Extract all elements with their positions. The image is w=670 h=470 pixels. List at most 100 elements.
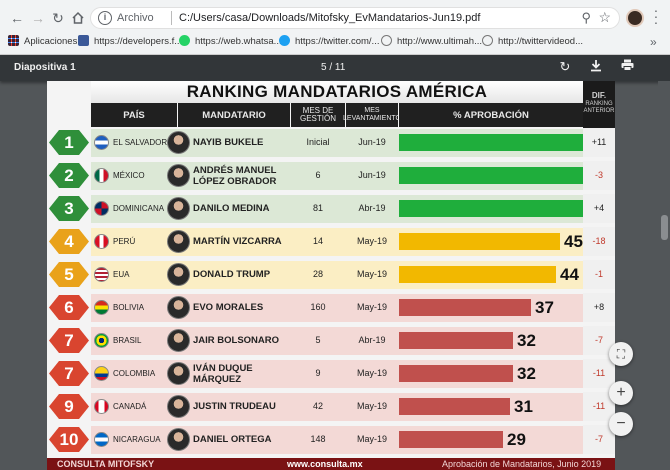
document-title: Diapositiva 1: [14, 62, 76, 73]
vertical-scrollbar[interactable]: [658, 81, 670, 470]
zoom-icon[interactable]: ⚲: [581, 10, 591, 25]
header-leader: MANDATARIO: [178, 103, 290, 127]
rank-badge: 7: [49, 328, 89, 353]
leader-name: EVO MORALES: [193, 302, 264, 313]
country-flag-icon: [94, 135, 109, 150]
fit-to-page-icon[interactable]: ⛶: [609, 342, 633, 366]
bookmark-label: Aplicaciones: [24, 36, 78, 47]
leader-photo: [167, 362, 190, 385]
survey-month: Abr-19: [358, 335, 386, 345]
approval-value: 31: [514, 397, 533, 416]
country-flag-icon: [94, 333, 109, 348]
more-bookmarks-icon[interactable]: »: [650, 35, 657, 49]
months-in-office: 160: [310, 302, 326, 312]
months-in-office: 6: [315, 170, 321, 180]
facebook-icon: [78, 35, 89, 46]
rank-badge: 9: [49, 394, 89, 419]
months-in-office: 81: [312, 203, 323, 213]
country-flag-icon: [94, 399, 109, 414]
footer-website: www.consulta.mx: [287, 459, 363, 469]
header-months: MES DE GESTIÓN: [291, 103, 345, 127]
print-icon[interactable]: [619, 59, 635, 75]
survey-month: May-19: [356, 401, 387, 411]
bookmark-ultimahora[interactable]: http://www.ultimah...: [381, 34, 482, 50]
ranking-difference: +11: [583, 128, 615, 157]
ranking-difference: -3: [583, 161, 615, 190]
leader-name: JUSTIN TRUDEAU: [193, 401, 276, 412]
ranking-difference: -1: [583, 260, 615, 289]
approval-value: 37: [535, 298, 554, 317]
profile-avatar[interactable]: [626, 9, 644, 27]
table-row: 5 EUA DONALD TRUMP 28 May-19 44 -1: [47, 260, 615, 289]
header-country: PAÍS: [91, 103, 177, 127]
months-in-office: 14: [312, 236, 323, 246]
bookmark-apps[interactable]: Aplicaciones: [8, 34, 77, 50]
scrollbar-thumb[interactable]: [661, 215, 668, 240]
header-approval: % APROBACIÓN: [399, 103, 583, 127]
leader-photo: [167, 395, 190, 418]
back-arrow-icon[interactable]: ←: [10, 10, 24, 26]
survey-month: Jun-19: [358, 137, 386, 147]
bookmark-twitter[interactable]: https://twitter.com/...: [279, 34, 379, 50]
bookmark-facebook[interactable]: https://developers.f...: [78, 34, 182, 50]
table-row: 6 BOLIVIA EVO MORALES 160 May-19 37 +8: [47, 293, 615, 322]
forward-arrow-icon[interactable]: →: [31, 10, 45, 26]
leader-name: DANIEL ORTEGA: [193, 434, 272, 445]
apps-grid-icon: [8, 35, 19, 46]
approval-value: 29: [507, 430, 526, 449]
omnibox-scheme-label: Archivo: [117, 12, 154, 24]
bookmark-label: http://www.ultimah...: [397, 36, 483, 47]
kebab-menu-icon[interactable]: · · ·: [653, 2, 659, 30]
ranking-difference: +4: [583, 194, 615, 223]
country-flag-icon: [94, 168, 109, 183]
reload-icon[interactable]: ↻: [52, 10, 64, 26]
rank-badge: 7: [49, 361, 89, 386]
slide-title: RANKING MANDATARIOS AMÉRICA: [91, 81, 583, 103]
bookmarks-bar: Aplicaciones https://developers.f... htt…: [0, 31, 670, 53]
bookmark-twittervideo[interactable]: http://twittervideod...: [482, 34, 583, 50]
leader-name: NAYIB BUKELE: [193, 137, 264, 148]
bookmark-whatsapp[interactable]: https://web.whatsa...: [179, 34, 282, 50]
country-name: EL SALVADOR: [113, 138, 168, 147]
country-flag-icon: [94, 300, 109, 315]
download-icon[interactable]: [588, 59, 604, 75]
rotate-icon[interactable]: ↻: [559, 59, 571, 74]
country-flag-icon: [94, 267, 109, 282]
approval-bar: [399, 398, 510, 415]
header-survey: MES LEVANTAMIENTO: [343, 103, 401, 127]
ranking-difference: +8: [583, 293, 615, 322]
leader-name: IVÁN DUQUE MÁRQUEZ: [193, 362, 253, 385]
bookmark-star-icon[interactable]: ☆: [598, 9, 611, 25]
approval-bar: [399, 266, 556, 283]
country-name: PERÚ: [113, 237, 136, 246]
country-flag-icon: [94, 201, 109, 216]
home-icon[interactable]: [69, 9, 87, 27]
approval-value: 32: [517, 364, 536, 383]
approval-bar: [399, 299, 531, 316]
footer-brand: CONSULTA MITOFSKY: [57, 459, 155, 469]
browser-toolbar: ← → ↻ i Archivo C:/Users/casa/Downloads/…: [0, 0, 670, 55]
rank-badge: 1: [49, 130, 89, 155]
months-in-office: 9: [315, 368, 321, 378]
info-icon[interactable]: i: [98, 11, 112, 25]
country-name: EUA: [113, 270, 130, 279]
table-row: 10 NICARAGUA DANIEL ORTEGA 148 May-19 29 -7: [47, 425, 615, 454]
months-in-office: 5: [315, 335, 321, 345]
zoom-in-icon[interactable]: +: [609, 381, 633, 405]
zoom-out-icon[interactable]: −: [609, 412, 633, 436]
twitter-icon: [279, 35, 290, 46]
bookmark-label: https://twitter.com/...: [295, 36, 380, 47]
approval-bar: [399, 365, 513, 382]
leader-photo: [167, 296, 190, 319]
slide-footer: CONSULTA MITOFSKY www.consulta.mx Aproba…: [47, 458, 615, 470]
leader-photo: [167, 329, 190, 352]
approval-bar: [399, 431, 503, 448]
table-row: 9 CANADÁ JUSTIN TRUDEAU 42 May-19 31 -11: [47, 392, 615, 421]
page-indicator[interactable]: 5 / 11: [321, 62, 346, 73]
address-bar[interactable]: i Archivo C:/Users/casa/Downloads/Mitofs…: [90, 7, 620, 29]
globe-icon: [482, 35, 493, 46]
ranking-difference: -11: [583, 359, 615, 388]
survey-month: May-19: [356, 269, 387, 279]
url-text[interactable]: C:/Users/casa/Downloads/Mitofsky_EvManda…: [179, 12, 481, 24]
